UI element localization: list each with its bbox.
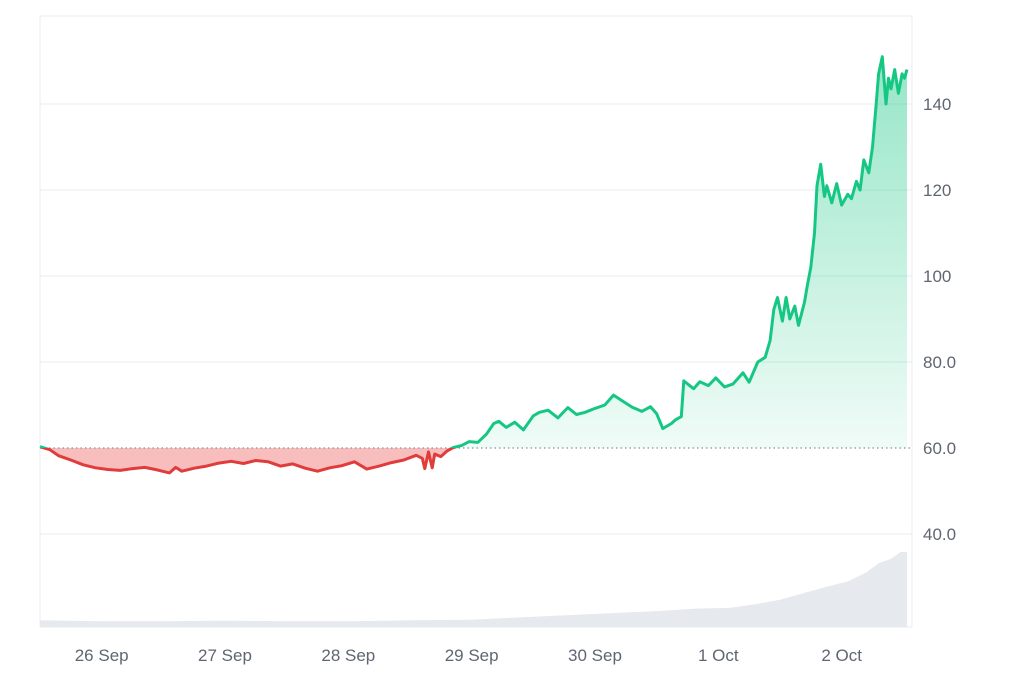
y-tick-label: 80.0 (923, 353, 956, 372)
y-tick-label: 120 (923, 181, 951, 200)
price-line-down (39, 448, 458, 475)
area-above-baseline (40, 56, 907, 448)
x-tick-label: 28 Sep (321, 646, 375, 665)
x-tick-label: 30 Sep (568, 646, 622, 665)
x-tick-label: 27 Sep (198, 646, 252, 665)
x-tick-label: 26 Sep (75, 646, 129, 665)
area-below-baseline (40, 448, 907, 473)
price-line-up (39, 55, 909, 448)
x-tick-label: 29 Sep (445, 646, 499, 665)
x-tick-label: 1 Oct (698, 646, 739, 665)
y-tick-label: 100 (923, 267, 951, 286)
x-tick-label: 2 Oct (821, 646, 862, 665)
volume-area (40, 551, 907, 627)
y-tick-label: 40.0 (923, 525, 956, 544)
y-tick-label: 140 (923, 95, 951, 114)
y-tick-label: 60.0 (923, 439, 956, 458)
